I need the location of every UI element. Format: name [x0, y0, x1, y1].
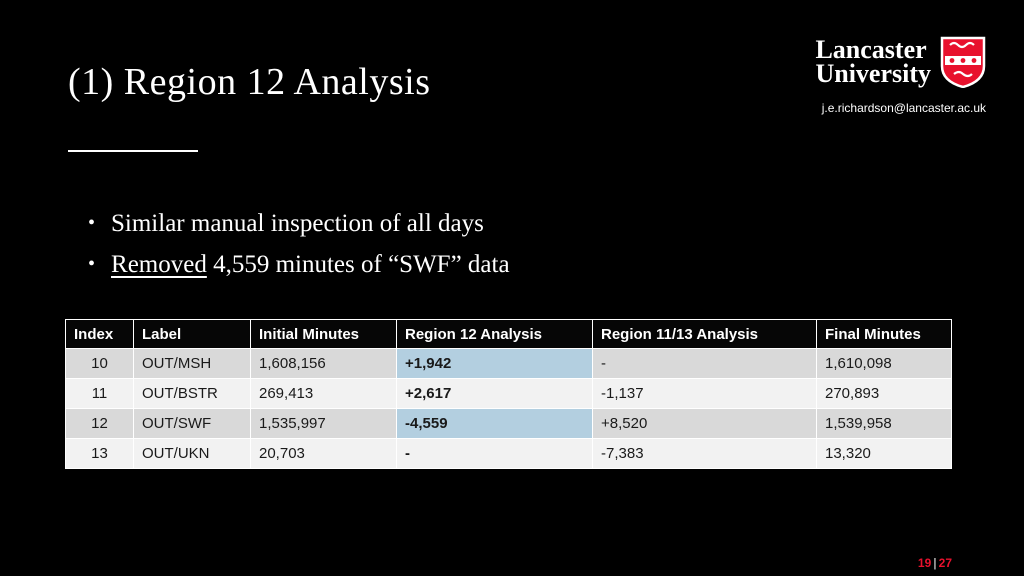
column-header: Region 12 Analysis	[396, 319, 593, 349]
table-cell: 1,539,958	[816, 408, 952, 439]
title-underline	[68, 150, 198, 152]
table-cell: 13	[65, 438, 134, 469]
table-cell: 1,610,098	[816, 348, 952, 379]
page-current: 19	[917, 556, 932, 570]
bullet-item-2: Removed 4,559 minutes of “SWF” data	[88, 244, 510, 285]
page-total: 27	[938, 556, 952, 570]
table-row: 13 OUT/UKN 20,703- -7,383 13,320	[65, 438, 952, 469]
page-separator: |	[933, 556, 937, 570]
page-title: (1) Region 12 Analysis	[68, 61, 431, 103]
contact-email: j.e.richardson@lancaster.ac.uk	[821, 101, 986, 115]
table-cell: -1,137	[592, 378, 817, 409]
table-cell: 11	[65, 378, 134, 409]
logo-wordmark: Lancaster University	[815, 35, 931, 88]
table-cell: OUT/SWF	[133, 408, 251, 439]
bullet-item-2-underlined: Removed	[111, 251, 207, 278]
table-cell: 1,535,997	[250, 408, 397, 439]
table-body: 10 OUT/MSH 1,608,156 +1,942-1,610,098 11 OUT/…	[65, 348, 952, 469]
table-header-row: Index Label Initial Minutes Region 12 Analy…	[65, 319, 952, 349]
column-header: Label	[133, 319, 251, 349]
analysis-table: Index Label Initial Minutes Region 12 Analy…	[65, 319, 952, 469]
table-cell: OUT/BSTR	[133, 378, 251, 409]
table-cell: 12	[65, 408, 134, 439]
table-cell: 1,608,156	[250, 348, 397, 379]
table-cell: -7,383	[592, 438, 817, 469]
column-header: Final Minutes	[816, 319, 952, 349]
table-cell: +2,617	[396, 378, 593, 409]
table-cell: +1,942	[396, 348, 593, 379]
table-cell: 13,320	[816, 438, 952, 469]
table-cell: -4,559	[396, 408, 593, 439]
table-row: 11 OUT/BSTR 269,413 +2,617 -1,137 270,893	[65, 378, 952, 409]
table-row: 10 OUT/MSH 1,608,156 +1,942-1,610,098	[65, 348, 952, 379]
bullet-item-1-text: Similar manual inspection of all days	[111, 210, 484, 237]
column-header: Region 11/13 Analysis	[592, 319, 817, 349]
bullet-list: Similar manual inspection of all days Re…	[88, 203, 510, 285]
page-number: 19 | 27	[918, 556, 952, 570]
table-cell: OUT/UKN	[133, 438, 251, 469]
table-row: 12 OUT/SWF 1,535,997 -4,559 +8,520 1,539,958	[65, 408, 952, 439]
bullet-item-2-text: 4,559 minutes of “SWF” data	[206, 251, 510, 278]
table-cell: 10	[65, 348, 134, 379]
logo-line2: University	[815, 59, 931, 88]
column-header: Index	[65, 319, 134, 349]
table-cell: 269,413	[250, 378, 397, 409]
table-cell: -	[396, 438, 593, 469]
bullet-item-1: Similar manual inspection of all days	[88, 203, 510, 244]
lancaster-crest-icon	[940, 36, 986, 88]
table-cell: +8,520	[592, 408, 817, 439]
table-cell: OUT/MSH	[133, 348, 251, 379]
table-cell: 270,893	[816, 378, 952, 409]
table-cell: -	[592, 348, 817, 379]
lancaster-logo: Lancaster University	[815, 36, 986, 88]
column-header: Initial Minutes	[250, 319, 397, 349]
logo-line1: Lancaster	[815, 35, 927, 64]
table-cell: 20,703	[250, 438, 397, 469]
